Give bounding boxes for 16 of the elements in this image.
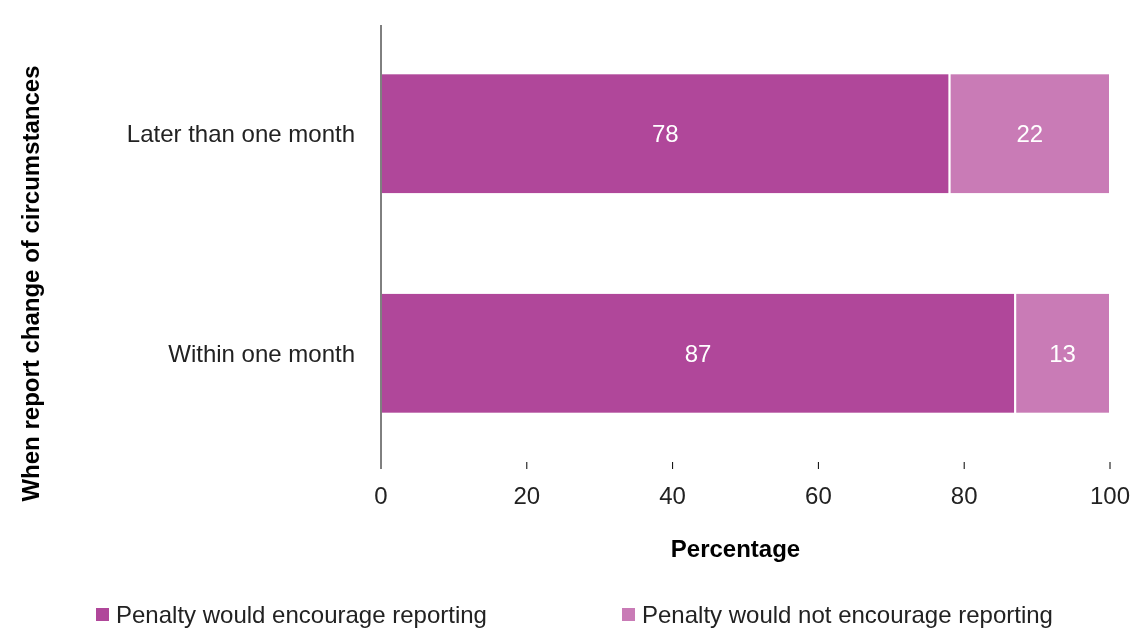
x-tick-label: 0 [374, 481, 388, 509]
x-tick-label: 60 [805, 481, 832, 509]
data-label: 87 [684, 339, 712, 367]
legend-label: Penalty would not encourage reporting [642, 601, 1053, 628]
x-tick-label: 80 [950, 481, 978, 509]
x-axis-title: Percentage [670, 534, 801, 562]
legend-label: Penalty would encourage reporting [116, 601, 487, 628]
data-label: 78 [651, 120, 679, 148]
x-tick-label: 40 [659, 481, 686, 509]
data-label: 13 [1049, 339, 1076, 367]
y-tick-label: Within one month [168, 339, 355, 367]
y-tick-label: Later than one month [126, 120, 355, 148]
data-label: 22 [1016, 120, 1044, 148]
y-axis-title: When report change of circumstances [16, 65, 44, 502]
x-tick-label: 20 [513, 481, 541, 509]
x-tick-label: 100 [1089, 481, 1131, 509]
